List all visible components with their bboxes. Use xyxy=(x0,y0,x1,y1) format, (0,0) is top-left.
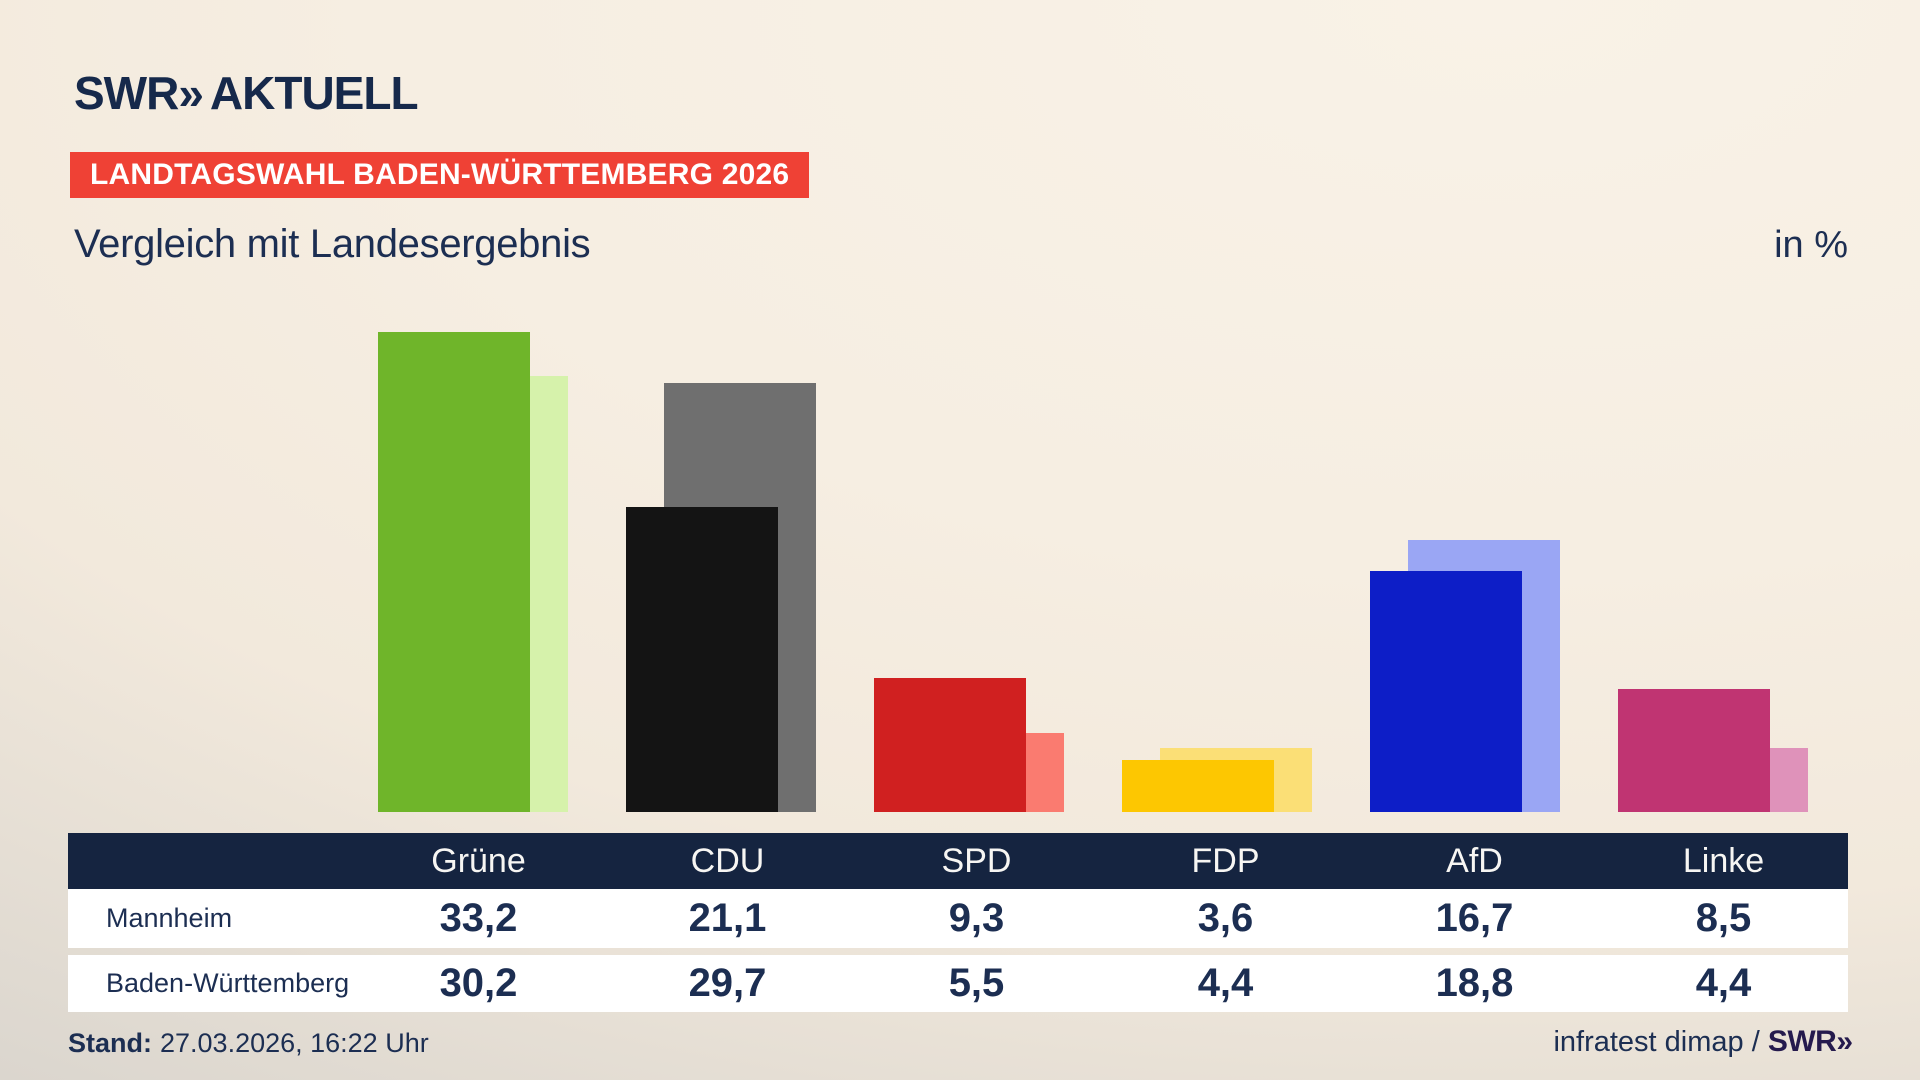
stand-value: 27.03.2026, 16:22 Uhr xyxy=(160,1028,429,1058)
source-text: infratest dimap / xyxy=(1553,1026,1768,1058)
unit-label: in % xyxy=(1774,224,1848,266)
bar-linke-mannheim xyxy=(1618,689,1770,812)
value-cdu-baden-wuerttemberg: 29,7 xyxy=(688,961,767,1005)
bar-cdu-mannheim xyxy=(626,507,778,812)
timestamp: Stand: 27.03.2026, 16:22 Uhr xyxy=(68,1026,429,1060)
chart-title: Vergleich mit Landesergebnis xyxy=(74,222,591,266)
bar-gruene-mannheim xyxy=(378,332,530,812)
column-header-cdu: CDU xyxy=(690,841,765,880)
bar-spd-mannheim xyxy=(874,678,1026,812)
logo-brand-text: SWR xyxy=(74,67,179,119)
column-header-afd: AfD xyxy=(1446,841,1503,880)
column-header-gruene: Grüne xyxy=(431,841,526,880)
column-header-linke: Linke xyxy=(1682,841,1765,880)
logo-product-text: AKTUELL xyxy=(209,67,419,119)
value-gruene-mannheim: 33,2 xyxy=(439,896,518,940)
value-afd-mannheim: 16,7 xyxy=(1435,896,1514,940)
row-label-mannheim: Mannheim xyxy=(106,903,233,933)
table-header-row: Grüne CDU SPD FDP AfD Linke xyxy=(68,833,1848,889)
footer-logo-chevrons-icon: » xyxy=(1836,1025,1853,1058)
swr-aktuell-logo: SWR» AKTUELL xyxy=(74,66,419,120)
source-attribution: infratest dimap / SWR» xyxy=(1553,1024,1853,1060)
election-badge: LANDTAGSWAHL BADEN-WÜRTTEMBERG 2026 xyxy=(70,152,810,198)
value-afd-baden-wuerttemberg: 18,8 xyxy=(1435,961,1514,1005)
value-fdp-baden-wuerttemberg: 4,4 xyxy=(1197,961,1254,1005)
value-linke-mannheim: 8,5 xyxy=(1695,896,1752,940)
value-fdp-mannheim: 3,6 xyxy=(1197,896,1254,940)
bar-afd-mannheim xyxy=(1370,571,1522,812)
value-linke-baden-wuerttemberg: 4,4 xyxy=(1695,961,1752,1005)
value-cdu-mannheim: 21,1 xyxy=(688,896,767,940)
value-gruene-baden-wuerttemberg: 30,2 xyxy=(439,961,518,1005)
table-row-baden-wuerttemberg: Baden-Württemberg 30,2 29,7 5,5 4,4 18,8 4,4 xyxy=(68,955,1848,1012)
value-spd-mannheim: 9,3 xyxy=(948,896,1005,940)
column-header-spd: SPD xyxy=(941,841,1012,880)
bar-fdp-mannheim xyxy=(1122,760,1274,812)
title-row: Vergleich mit Landesergebnis in % xyxy=(74,222,1848,272)
stand-label: Stand: xyxy=(68,1028,152,1058)
table-row-mannheim: Mannheim 33,2 21,1 9,3 3,6 16,7 8,5 xyxy=(68,889,1848,948)
value-spd-baden-wuerttemberg: 5,5 xyxy=(948,961,1005,1005)
column-header-fdp: FDP xyxy=(1191,841,1260,880)
table-header-spacer xyxy=(68,833,354,889)
row-label-baden-wuerttemberg: Baden-Württemberg xyxy=(106,968,350,998)
swr-footer-logo: SWR» xyxy=(1767,1025,1853,1058)
